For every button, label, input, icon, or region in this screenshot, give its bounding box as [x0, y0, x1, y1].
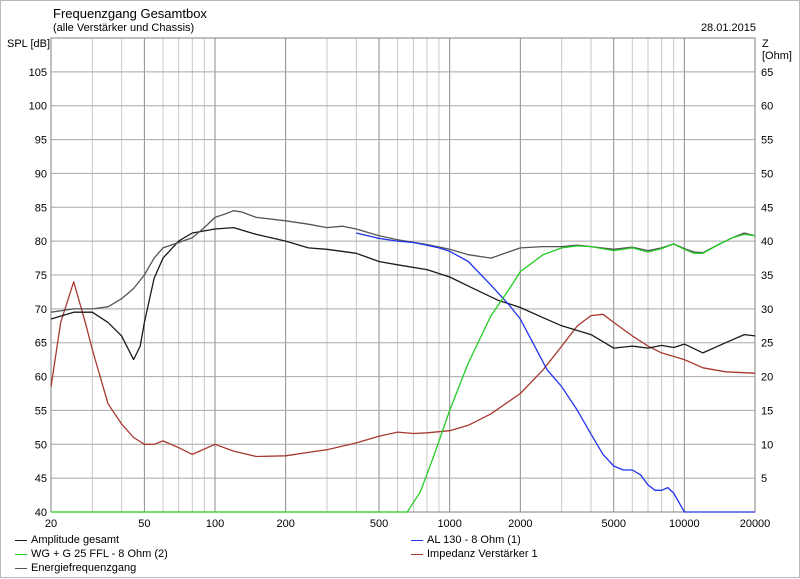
- series-line-wg-g-25-ffl-8-ohm-2: [51, 233, 756, 513]
- legend-label: Energiefrequenzgang: [31, 562, 137, 574]
- left-axis-label: SPL [dB]: [7, 38, 51, 50]
- series-line-amplitude-gesamt: [50, 226, 756, 361]
- legend-swatch: [15, 567, 27, 569]
- left-tick-label: 80: [35, 236, 47, 248]
- right-tick-label: 10: [761, 439, 773, 451]
- series-line-al-130-8-ohm-1: [356, 232, 755, 513]
- legend-swatch: [411, 539, 423, 541]
- legend-item: Amplitude gesamt: [15, 533, 119, 547]
- x-tick-label: 10000: [669, 518, 700, 530]
- chart-legend: Amplitude gesamt WG + G 25 FFL - 8 Ohm (2…: [1, 531, 800, 579]
- left-tick-label: 95: [35, 135, 47, 147]
- right-tick-label: 60: [761, 101, 773, 113]
- series-line-impedanz-verst-rker-1: [50, 281, 756, 458]
- left-tick-label: 40: [35, 507, 47, 519]
- left-tick-label: 70: [35, 304, 47, 316]
- right-tick-label: 5: [761, 473, 767, 485]
- legend-swatch: [15, 553, 27, 555]
- left-tick-label: 100: [29, 101, 47, 113]
- right-tick-label: 55: [761, 135, 773, 147]
- x-tick-label: 20000: [740, 518, 771, 530]
- x-tick-label: 50: [138, 518, 150, 530]
- chart-title: Frequenzgang Gesamtbox: [53, 6, 207, 21]
- right-tick-label: 35: [761, 270, 773, 282]
- legend-swatch: [15, 539, 27, 541]
- left-tick-label: 45: [35, 473, 47, 485]
- chart-subtitle: (alle Verstärker und Chassis): [53, 22, 195, 34]
- legend-swatch: [411, 553, 423, 555]
- left-tick-label: 50: [35, 439, 47, 451]
- x-tick-label: 1000: [437, 518, 461, 530]
- right-tick-label: 40: [761, 236, 773, 248]
- x-tick-label: 5000: [601, 518, 625, 530]
- left-tick-label: 60: [35, 372, 47, 384]
- left-tick-label: 65: [35, 338, 47, 350]
- right-axis-label: Z [Ohm]: [762, 38, 792, 62]
- legend-item: Energiefrequenzgang: [15, 561, 136, 575]
- x-tick-label: 2000: [508, 518, 532, 530]
- right-tick-label: 20: [761, 372, 773, 384]
- x-tick-label: 200: [276, 518, 294, 530]
- right-tick-label: 65: [761, 67, 773, 79]
- legend-item: Impedanz Verstärker 1: [411, 547, 538, 561]
- left-tick-label: 85: [35, 202, 47, 214]
- left-tick-label: 90: [35, 168, 47, 180]
- left-tick-label: 55: [35, 405, 47, 417]
- right-tick-label: 50: [761, 168, 773, 180]
- legend-label: Impedanz Verstärker 1: [427, 548, 538, 560]
- legend-label: Amplitude gesamt: [31, 534, 120, 546]
- legend-label: WG + G 25 FFL - 8 Ohm (2): [31, 548, 168, 560]
- x-tick-label: 100: [206, 518, 224, 530]
- x-tick-label: 500: [370, 518, 388, 530]
- legend-item: AL 130 - 8 Ohm (1): [411, 533, 521, 547]
- left-tick-label: 75: [35, 270, 47, 282]
- frequency-response-plot: 40 45 50 55 60 65 70 75 80 85 90 95 100 105 5 10 15 20 25 3…: [29, 37, 773, 530]
- right-tick-label: 30: [761, 304, 773, 316]
- legend-item: WG + G 25 FFL - 8 Ohm (2): [15, 547, 168, 561]
- left-tick-label: 105: [29, 67, 47, 79]
- x-tick-label: 20: [45, 518, 57, 530]
- right-tick-label: 45: [761, 202, 773, 214]
- chart-date: 28.01.2015: [700, 22, 756, 34]
- right-tick-label: 25: [761, 338, 773, 350]
- right-tick-label: 15: [761, 405, 773, 417]
- legend-label: AL 130 - 8 Ohm (1): [427, 534, 521, 546]
